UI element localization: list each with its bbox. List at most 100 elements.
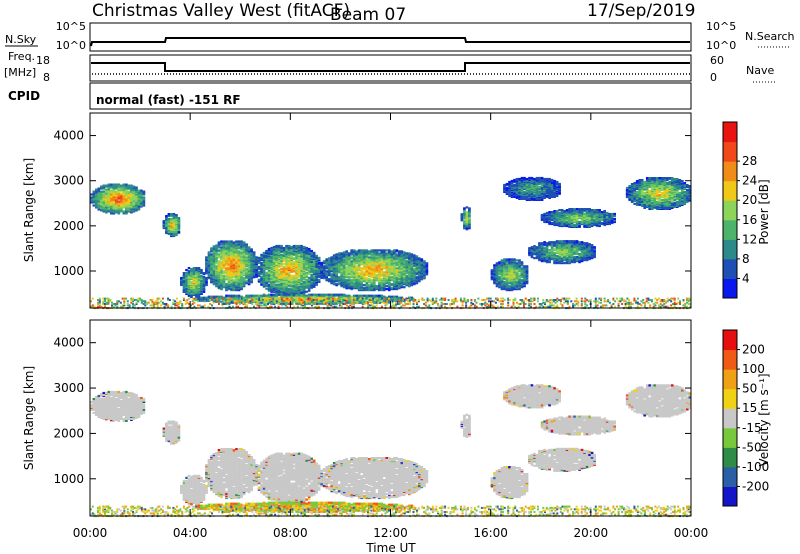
- power-cell: [352, 276, 356, 279]
- power-cell: [555, 218, 559, 222]
- power-cell: [418, 271, 421, 274]
- power-cell: [388, 268, 391, 271]
- power-cell: [185, 276, 188, 280]
- power-cell: [212, 282, 216, 285]
- power-cell: [295, 270, 298, 273]
- power-cell: [240, 251, 243, 254]
- power-cell: [573, 248, 576, 251]
- power-cell: [275, 270, 278, 273]
- power-cell: [170, 213, 173, 216]
- power-cell: [520, 267, 524, 270]
- power-cell: [230, 242, 233, 245]
- power-cell: [555, 251, 559, 254]
- power-cell: [340, 273, 343, 276]
- power-cell: [235, 257, 238, 260]
- power-cell: [282, 259, 286, 262]
- power-cell: [195, 293, 198, 296]
- power-cell: [165, 226, 168, 230]
- power-cell: [365, 249, 369, 252]
- power-cell: [280, 259, 283, 262]
- power-cell: [460, 213, 464, 216]
- power-cell: [410, 253, 414, 256]
- power-cell: [550, 212, 554, 216]
- power-cell: [232, 245, 236, 248]
- power-cell: [590, 244, 594, 247]
- power-cell: [302, 250, 306, 254]
- power-cell: [270, 283, 273, 286]
- power-cell: [403, 259, 406, 262]
- power-cell: [167, 221, 171, 224]
- power-cell: [232, 279, 236, 282]
- power-cell: [365, 277, 369, 280]
- power-cell: [583, 217, 586, 221]
- power-cell: [548, 249, 551, 252]
- power-cell: [573, 240, 576, 243]
- power-cell: [583, 224, 586, 228]
- power-cell: [585, 242, 589, 245]
- power-cell: [310, 286, 313, 289]
- power-cell: [292, 260, 296, 263]
- power-cell: [210, 253, 213, 256]
- power-cell: [235, 283, 238, 286]
- freq-panel: Freq. [MHz] 18 8 60 0 Nave: [4, 50, 776, 84]
- power-cell: [555, 246, 559, 249]
- power-cell: [423, 263, 426, 266]
- power-cell: [523, 265, 526, 268]
- power-cell: [340, 270, 343, 273]
- power-cell: [292, 269, 296, 272]
- power-cell: [167, 227, 171, 231]
- power-cell: [115, 210, 118, 213]
- power-cell: [315, 267, 318, 270]
- power-cell: [570, 245, 574, 248]
- power-cell: [210, 247, 213, 250]
- power-cell: [302, 245, 306, 249]
- power-cell: [393, 271, 396, 274]
- power-cell: [530, 255, 534, 258]
- power-cell: [393, 277, 396, 280]
- power-cell: [505, 270, 509, 273]
- power-cell: [590, 218, 594, 222]
- power-cell: [315, 262, 318, 265]
- power-cell: [635, 180, 639, 183]
- power-cell: [317, 256, 321, 259]
- power-cell: [575, 259, 579, 262]
- power-cell: [605, 215, 609, 219]
- power-cell: [530, 246, 534, 249]
- power-cell: [640, 191, 644, 195]
- power-cell: [418, 277, 421, 280]
- power-cell: [573, 252, 576, 255]
- power-cell: [568, 211, 571, 214]
- power-cell: [357, 264, 361, 267]
- power-cell: [505, 262, 509, 265]
- power-cell: [535, 246, 539, 249]
- power-cell: [222, 240, 226, 243]
- power-cell: [533, 257, 536, 260]
- power-cell: [342, 257, 346, 260]
- power-cell: [583, 250, 586, 253]
- power-cell: [275, 283, 278, 286]
- power-cell: [550, 244, 554, 247]
- power-cell: [285, 244, 288, 248]
- power-cell: [237, 283, 241, 286]
- power-cell: [222, 262, 226, 265]
- power-cell: [610, 212, 614, 216]
- power-cell: [275, 276, 278, 279]
- power-cell: [588, 243, 591, 246]
- power-cell: [347, 252, 351, 255]
- power-cell: [563, 222, 566, 226]
- power-cell: [257, 278, 261, 281]
- power-cell: [127, 184, 131, 187]
- power-cell: [165, 230, 168, 234]
- power-cell: [630, 200, 634, 203]
- power-cell: [310, 249, 313, 253]
- power-cell: [347, 276, 351, 279]
- power-cell: [100, 185, 103, 188]
- power-cell: [110, 189, 113, 192]
- power-cell: [510, 288, 514, 291]
- power-cell: [260, 280, 263, 283]
- power-cell: [220, 261, 223, 264]
- power-cell: [170, 220, 173, 223]
- power-cell: [277, 255, 281, 258]
- power-cell: [185, 269, 188, 272]
- power-cell: [235, 266, 238, 269]
